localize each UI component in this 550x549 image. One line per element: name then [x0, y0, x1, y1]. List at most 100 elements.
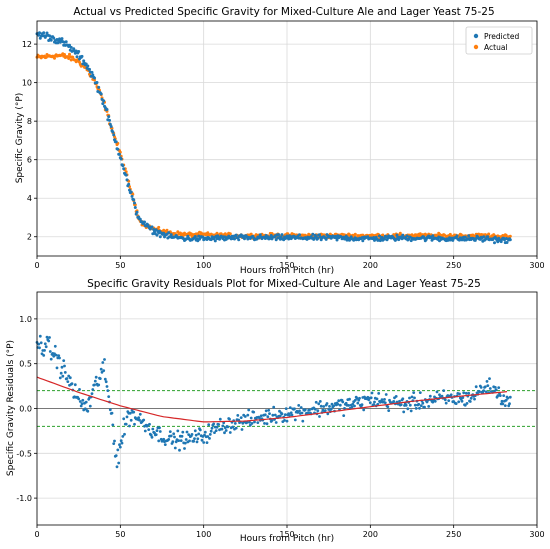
residual-point [63, 364, 66, 368]
predicted-point [105, 108, 109, 111]
residual-point [248, 423, 252, 427]
residual-point [313, 407, 317, 411]
residual-point [240, 428, 244, 431]
predicted-point [129, 190, 133, 194]
bottom-chart-x-ticks: 0 50 100 150 200 250 300 [34, 525, 545, 539]
predicted-point [99, 92, 103, 96]
predicted-point [482, 235, 486, 239]
residual-point [362, 408, 366, 412]
residual-point [209, 429, 213, 433]
legend-marker-predicted [473, 33, 479, 39]
residual-point [61, 374, 65, 378]
actual-point [69, 58, 73, 62]
residual-point [421, 401, 425, 405]
residual-point [228, 417, 231, 421]
predicted-point [86, 64, 90, 68]
residual-point [457, 400, 461, 404]
residual-point [102, 369, 106, 372]
bottom-chart-x-label: Hours from Pitch (hr) [240, 534, 334, 544]
residual-point [332, 404, 336, 408]
residual-point [58, 376, 62, 380]
residual-point [147, 428, 151, 431]
residual-point [278, 409, 281, 413]
bottom-chart: Specific Gravity Residuals Plot for Mixe… [6, 278, 545, 544]
predicted-point [463, 235, 467, 239]
residual-point [168, 430, 172, 433]
residual-point [114, 454, 118, 457]
residual-point [468, 400, 472, 403]
residual-point [325, 402, 329, 405]
residual-point [268, 412, 271, 415]
residual-point [341, 400, 345, 404]
residual-point [329, 407, 333, 411]
residual-point [173, 435, 176, 439]
residual-point [293, 407, 296, 411]
y-tick-label: -0.5 [16, 449, 32, 458]
residual-point [39, 341, 43, 345]
residual-point [496, 394, 500, 398]
residual-point [462, 391, 466, 395]
residual-point [245, 421, 249, 424]
predicted-point [45, 31, 49, 35]
predicted-point [97, 85, 101, 89]
predicted-point [158, 235, 162, 239]
residual-point [501, 402, 505, 406]
residual-point [142, 418, 146, 422]
predicted-point [107, 115, 111, 119]
residual-point [116, 448, 120, 452]
residual-point [93, 383, 96, 387]
residual-point [193, 429, 197, 433]
y-tick-label: 6 [27, 156, 32, 165]
residual-point [336, 402, 340, 406]
residual-point [410, 395, 414, 399]
predicted-point [455, 234, 459, 238]
predicted-point [133, 201, 136, 205]
residual-point [162, 437, 166, 441]
predicted-point [37, 33, 41, 37]
predicted-point [108, 118, 111, 122]
residual-point [119, 439, 123, 443]
residual-point [118, 445, 122, 449]
residual-point [358, 396, 361, 400]
residual-point [125, 415, 129, 419]
residual-point [458, 392, 461, 396]
residual-point [73, 383, 77, 387]
residual-point [192, 439, 196, 443]
predicted-point [237, 238, 241, 242]
residual-point [401, 397, 405, 401]
predicted-point [486, 235, 490, 239]
residual-point [208, 433, 212, 436]
residual-point [47, 339, 51, 343]
x-tick-label: 200 [363, 530, 378, 539]
actual-point [165, 228, 169, 232]
residual-point [214, 429, 218, 432]
residual-point [392, 400, 396, 403]
predicted-point [409, 239, 413, 243]
residual-point [351, 402, 355, 406]
predicted-point [431, 234, 435, 238]
residual-point [128, 424, 131, 428]
residual-point [249, 416, 253, 420]
predicted-point [508, 238, 512, 242]
residual-point [418, 391, 422, 394]
predicted-point [80, 54, 84, 58]
residual-point [318, 415, 321, 418]
residual-point [196, 437, 200, 441]
residual-point [248, 420, 251, 424]
residual-point [43, 342, 47, 346]
residual-point [300, 411, 304, 415]
residual-point [63, 371, 67, 374]
residual-point [265, 422, 269, 426]
predicted-point [151, 232, 155, 236]
residual-point [377, 392, 381, 395]
residual-point [383, 401, 387, 405]
residual-point [342, 414, 346, 417]
residual-point [128, 411, 132, 415]
residual-point [98, 377, 102, 380]
predicted-point [88, 67, 91, 71]
residual-point [81, 398, 85, 402]
residual-point [303, 408, 307, 411]
top-chart-x-label: Hours from Pitch (hr) [240, 266, 334, 276]
y-tick-label: 4 [27, 194, 32, 203]
predicted-point [278, 237, 282, 241]
